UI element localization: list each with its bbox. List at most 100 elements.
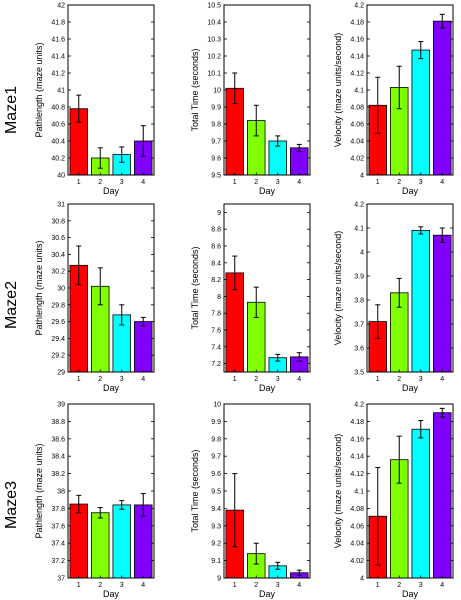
y-tick-label: 42 [57,3,65,10]
x-tick-label: 3 [419,582,423,589]
y-tick-label: 37.4 [51,541,65,548]
chart-r2c3: 1 2 3 4 3.5 3.6 3.7 3.8 3.9 4 4.1 4.2 Day Velocity (m… [333,202,454,393]
x-tick-label: 3 [276,582,280,589]
y-tick-label: 40.6 [51,122,65,129]
y-tick-label: 9.6 [211,156,221,163]
y-tick-label: 8.2 [211,277,221,284]
y-tick-label: 7.4 [211,344,221,351]
x-tick-label: 3 [276,179,280,186]
y-axis-label: Pathlength (maze units) [34,443,44,538]
row-label-maze1: Maze1 [3,86,20,134]
y-tick-label: 10.4 [207,20,221,27]
y-tick-label: 9.8 [211,122,221,129]
y-tick-label: 9.8 [211,436,221,443]
y-tick-label: 4.12 [350,471,364,478]
y-tick-label: 9.5 [211,173,221,180]
y-tick-label: 9.9 [211,105,221,112]
x-tick-label: 1 [376,179,380,186]
y-tick-label: 4.1 [354,226,364,233]
x-tick-label: 1 [376,376,380,383]
y-tick-label: 41.2 [51,71,65,78]
y-tick-label: 4.1 [354,489,364,496]
y-tick-label: 29 [57,370,65,377]
y-tick-label: 37.6 [51,523,65,530]
y-tick-label: 29.4 [51,336,65,343]
y-axis-label: Pathlength (maze units) [34,240,44,335]
y-tick-label: 10.2 [207,54,221,61]
x-tick-label: 4 [141,376,145,383]
chart-r3c2: 1 2 3 4 9 9.1 9.2 9.3 9.4 9.5 9.6 9.7 9.8 9.9 10 Day Tot… [190,402,311,599]
x-tick-label: 4 [297,582,301,589]
axes-frame [366,203,454,373]
bar-day-1 [69,503,88,579]
x-tick-label: 4 [141,582,145,589]
y-tick-label: 8 [217,294,221,301]
y-tick-label: 31 [57,202,65,209]
y-tick-label: 4.18 [350,20,364,27]
y-tick-label: 38.4 [51,454,65,461]
chart-r3c3: 1 2 3 4 4 4.02 4.04 4.06 4.08 4.1 4.12 4.14 4.16 4.18… [333,402,454,599]
row-label-maze3: Maze3 [3,481,20,529]
y-tick-label: 9.1 [211,558,221,565]
y-tick-label: 29.8 [51,302,65,309]
x-tick-label: 1 [77,179,81,186]
x-tick-label: 2 [397,582,401,589]
y-tick-label: 4.14 [350,54,364,61]
y-tick-label: 4.12 [350,71,364,78]
y-tick-label: 30.2 [51,269,65,276]
y-tick-label: 10 [213,402,221,409]
bar-day-4 [134,321,153,373]
x-tick-label: 2 [98,376,102,383]
x-tick-label: 1 [77,582,81,589]
y-axis-label: Velocity (maze units/second) [333,231,343,346]
x-tick-label: 2 [254,582,258,589]
y-tick-label: 30.4 [51,252,65,259]
x-tick-label: 3 [276,376,280,383]
bar-day-4 [433,412,452,579]
x-tick-label: 2 [397,179,401,186]
y-tick-label: 29.2 [51,353,65,360]
y-tick-label: 9.5 [211,489,221,496]
x-tick-label: 4 [440,179,444,186]
y-tick-label: 4.06 [350,523,364,530]
y-tick-label: 8.4 [211,260,221,267]
y-tick-label: 4 [360,173,364,180]
y-tick-label: 40.2 [51,156,65,163]
y-tick-label: 40.4 [51,139,65,146]
y-tick-label: 38.8 [51,419,65,426]
x-tick-label: 4 [297,376,301,383]
y-tick-label: 29.6 [51,319,65,326]
y-tick-label: 38 [57,489,65,496]
y-tick-label: 10.3 [207,37,221,44]
y-tick-label: 41.4 [51,54,65,61]
x-tick-label: 4 [440,582,444,589]
x-tick-label: 3 [419,376,423,383]
x-tick-label: 3 [419,179,423,186]
y-tick-label: 3.9 [354,274,364,281]
chart-r3c1: 1 2 3 4 37 37.2 37.4 37.6 37.8 38 38.2 38.4 38.6 38.8… [34,402,155,599]
x-tick-label: 3 [120,179,124,186]
chart-r2c1: 1 2 3 4 29 29.2 29.4 29.6 29.8 30 30.2 30.4 30.6 30.8… [34,202,155,393]
y-tick-label: 7.8 [211,311,221,318]
x-tick-label: 2 [254,179,258,186]
y-tick-label: 3.6 [354,346,364,353]
y-tick-label: 37 [57,576,65,583]
x-tick-label: 4 [141,179,145,186]
x-tick-label: 2 [397,376,401,383]
y-tick-label: 8.6 [211,244,221,251]
y-tick-label: 37.8 [51,506,65,513]
y-tick-label: 9.7 [211,454,221,461]
y-tick-label: 40.8 [51,105,65,112]
y-axis-label: Velocity (maze units/second) [333,434,343,549]
y-tick-label: 4.04 [350,541,364,548]
y-tick-label: 3.8 [354,298,364,305]
bar-day-3 [411,49,430,176]
x-tick-label: 2 [98,179,102,186]
chart-r2c2: 1 2 3 4 7.2 7.4 7.6 7.8 8 8.2 8.4 8.6 8.8 9 Day Total T… [190,203,311,393]
y-axis-label: Pathlength (maze units) [34,42,44,137]
y-tick-label: 9 [217,576,221,583]
axes-frame [223,203,311,373]
bar-day-2 [91,512,110,579]
y-axis-label: Total Time (seconds) [190,449,200,532]
x-tick-label: 1 [77,376,81,383]
